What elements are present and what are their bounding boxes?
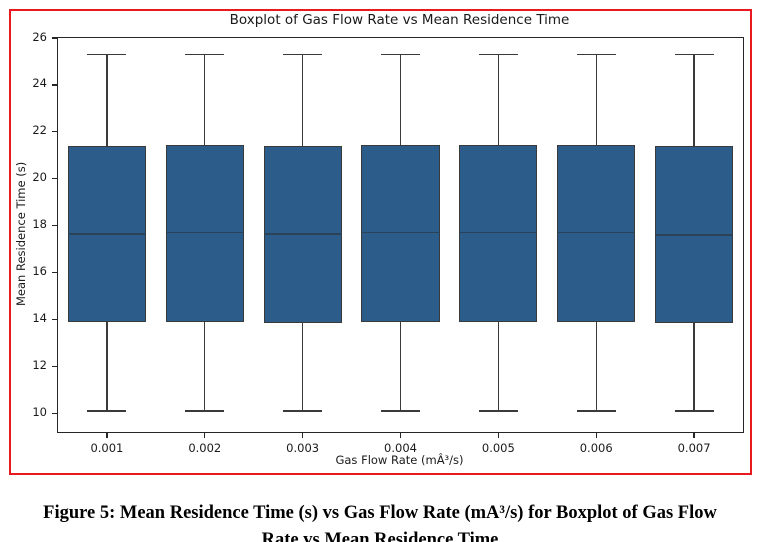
whisker-cap-top (283, 53, 323, 56)
y-tick-label: 18 (32, 217, 47, 232)
median-line (67, 232, 147, 235)
whisker-cap-bottom (87, 410, 127, 412)
median-line (654, 234, 734, 236)
y-tick-label: 14 (32, 310, 47, 325)
median-line (361, 231, 440, 234)
whisker-cap-bottom (478, 410, 518, 412)
figure-caption-line-1: Figure 5: Mean Residence Time (s) vs Gas… (43, 502, 717, 523)
median-line (263, 232, 342, 235)
y-tick-mark (51, 84, 57, 86)
y-tick-label: 12 (32, 357, 47, 372)
y-tick-label: 16 (32, 264, 47, 279)
x-tick-mark (399, 433, 402, 439)
x-axis-label: Gas Flow Rate (mÂ³/s) (335, 453, 464, 467)
y-tick-label: 10 (32, 404, 47, 419)
figure-image: Boxplot of Gas Flow Rate vs Mean Residen… (9, 9, 752, 475)
chart-title: Boxplot of Gas Flow Rate vs Mean Residen… (229, 12, 570, 28)
y-axis-label: Mean Residence Time (s) (14, 161, 28, 307)
whisker-cap-bottom (576, 410, 616, 412)
y-tick-mark (51, 271, 57, 274)
y-tick-mark (51, 224, 57, 227)
x-tick-label: 0.004 (384, 441, 417, 455)
y-tick-mark (51, 365, 57, 367)
x-tick-label: 0.005 (481, 441, 515, 455)
whisker-cap-top (185, 53, 225, 56)
y-tick-label: 26 (32, 29, 47, 44)
x-tick-label: 0.007 (677, 441, 711, 455)
x-tick-mark (204, 433, 206, 439)
x-tick-mark (693, 433, 695, 439)
whisker-cap-top (478, 53, 518, 56)
median-line (165, 231, 244, 234)
y-tick-mark (51, 318, 57, 321)
whisker-cap-bottom (674, 410, 714, 412)
x-tick-mark (301, 433, 304, 439)
whisker-cap-top (87, 53, 127, 56)
x-tick-mark (497, 433, 499, 439)
whisker-cap-top (380, 53, 421, 56)
y-tick-label: 20 (32, 170, 47, 185)
x-tick-label: 0.002 (188, 441, 222, 455)
y-tick-mark (51, 178, 57, 180)
median-line (557, 231, 636, 234)
x-tick-mark (595, 433, 597, 439)
whisker-cap-top (674, 53, 714, 56)
figure-caption: Figure 5: Mean Residence Time (s) vs Gas… (0, 500, 760, 542)
y-tick-mark (51, 131, 57, 133)
whisker-cap-bottom (185, 410, 225, 412)
y-tick-label: 22 (32, 123, 47, 138)
x-tick-label: 0.001 (90, 441, 124, 455)
y-tick-label: 24 (32, 76, 47, 91)
median-line (459, 231, 538, 234)
plot-region: Boxplot of Gas Flow Rate vs Mean Residen… (14, 12, 744, 467)
plot-area: 10 12 14 16 18 20 22 24 26 0.001 0.002 0.003 0.004 0.… (32, 30, 744, 455)
whisker-cap-bottom (380, 410, 421, 412)
x-tick-mark (106, 433, 108, 439)
whisker-cap-bottom (283, 410, 323, 412)
whisker-cap-top (576, 53, 616, 56)
y-tick-mark (51, 37, 57, 39)
x-tick-label: 0.006 (579, 441, 613, 455)
x-tick-label: 0.003 (286, 441, 320, 455)
y-tick-mark (51, 412, 57, 414)
figure-caption-line-2: Rate vs Mean Residence Time (261, 529, 499, 542)
